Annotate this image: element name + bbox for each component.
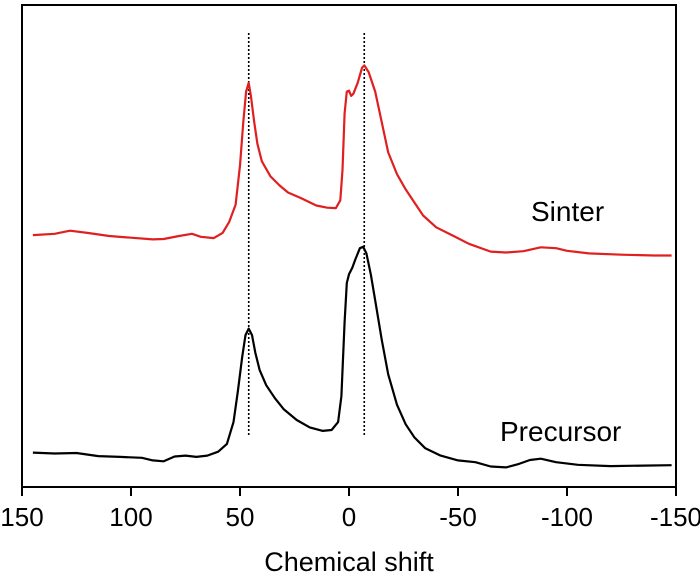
plot-frame xyxy=(21,4,677,488)
series-line-precursor xyxy=(32,245,672,469)
series-line-sinter xyxy=(32,64,672,257)
x-axis: 150 100 50 0 -50 -100 -150 xyxy=(0,487,700,532)
x-tick-label-2: 50 xyxy=(226,502,255,532)
x-tick-label-6: -150 xyxy=(650,502,700,532)
series-label-precursor: Precursor xyxy=(500,416,621,447)
x-tick-label-3: 0 xyxy=(342,502,356,532)
series-layer xyxy=(32,64,672,469)
x-tick-label-0: 150 xyxy=(0,502,43,532)
series-label-sinter: Sinter xyxy=(531,196,604,227)
x-tick-label-1: 100 xyxy=(109,502,152,532)
x-tick-label-5: -100 xyxy=(541,502,593,532)
reference-lines xyxy=(247,33,366,435)
x-tick-label-4: -50 xyxy=(439,502,477,532)
x-axis-title: Chemical shift xyxy=(264,547,434,577)
